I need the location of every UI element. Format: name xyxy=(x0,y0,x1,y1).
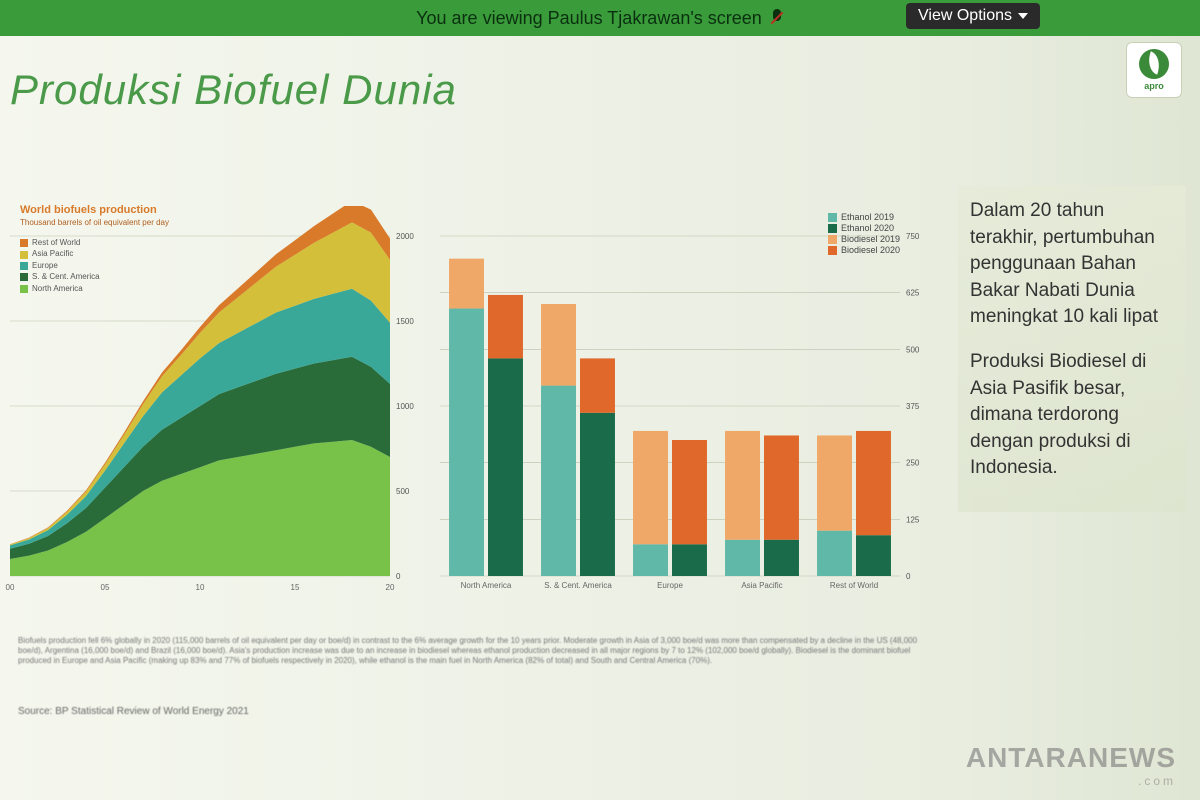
side-p1: Dalam 20 tahun terakhir, pertumbuhan pen… xyxy=(970,198,1174,331)
svg-text:Rest of World: Rest of World xyxy=(830,581,878,590)
svg-text:500: 500 xyxy=(906,345,920,354)
side-commentary: Dalam 20 tahun terakhir, pertumbuhan pen… xyxy=(958,186,1186,512)
screen-share-bar: You are viewing Paulus Tjakrawan's scree… xyxy=(0,0,1200,36)
watermark-sub: .com xyxy=(966,774,1176,788)
logo-label: apro xyxy=(1144,81,1164,91)
svg-text:05: 05 xyxy=(101,583,110,592)
svg-text:2000: 2000 xyxy=(396,232,414,241)
svg-text:375: 375 xyxy=(906,402,920,411)
svg-text:0: 0 xyxy=(396,572,401,581)
view-options-label: View Options xyxy=(918,7,1012,25)
svg-text:Europe: Europe xyxy=(657,581,683,590)
svg-text:20: 20 xyxy=(386,583,395,592)
svg-text:625: 625 xyxy=(906,289,920,298)
view-options-button[interactable]: View Options xyxy=(906,3,1040,29)
svg-text:500: 500 xyxy=(396,487,410,496)
leaf-icon xyxy=(1139,49,1169,79)
slide-title: Produksi Biofuel Dunia xyxy=(10,66,457,114)
company-logo: apro xyxy=(1126,42,1182,98)
svg-text:1000: 1000 xyxy=(396,402,414,411)
svg-text:S. & Cent. America: S. & Cent. America xyxy=(544,581,612,590)
svg-text:Asia Pacific: Asia Pacific xyxy=(741,581,782,590)
svg-text:1500: 1500 xyxy=(396,317,414,326)
footer-paragraph: Biofuels production fell 6% globally in … xyxy=(18,636,918,666)
svg-text:10: 10 xyxy=(196,583,205,592)
svg-text:125: 125 xyxy=(906,515,920,524)
screen-share-text: You are viewing Paulus Tjakrawan's scree… xyxy=(416,8,762,29)
area-chart: 0 500 1000 1500 2000 00 05 10 15 20 xyxy=(0,206,430,616)
watermark-main: ANTARANEWS xyxy=(966,742,1176,773)
svg-text:0: 0 xyxy=(906,572,911,581)
bar-legend: Ethanol 2019Ethanol 2020Biodiesel 2019Bi… xyxy=(828,212,900,256)
screen-share-message: You are viewing Paulus Tjakrawan's scree… xyxy=(416,8,784,29)
chevron-down-icon xyxy=(1018,13,1028,19)
bar-chart: 0 125 250 375 500 625 750 North America S. & Cen… xyxy=(430,206,940,616)
svg-text:00: 00 xyxy=(6,583,15,592)
svg-text:15: 15 xyxy=(291,583,300,592)
side-p2: Produksi Biodiesel di Asia Pasifik besar… xyxy=(970,349,1174,482)
watermark: ANTARANEWS .com xyxy=(966,742,1176,788)
svg-text:750: 750 xyxy=(906,232,920,241)
svg-text:North America: North America xyxy=(461,581,512,590)
mic-off-icon xyxy=(770,9,784,27)
source-text: Source: BP Statistical Review of World E… xyxy=(18,706,249,717)
presentation-slide: apro Produksi Biofuel Dunia World biofue… xyxy=(0,36,1200,800)
svg-text:250: 250 xyxy=(906,459,920,468)
